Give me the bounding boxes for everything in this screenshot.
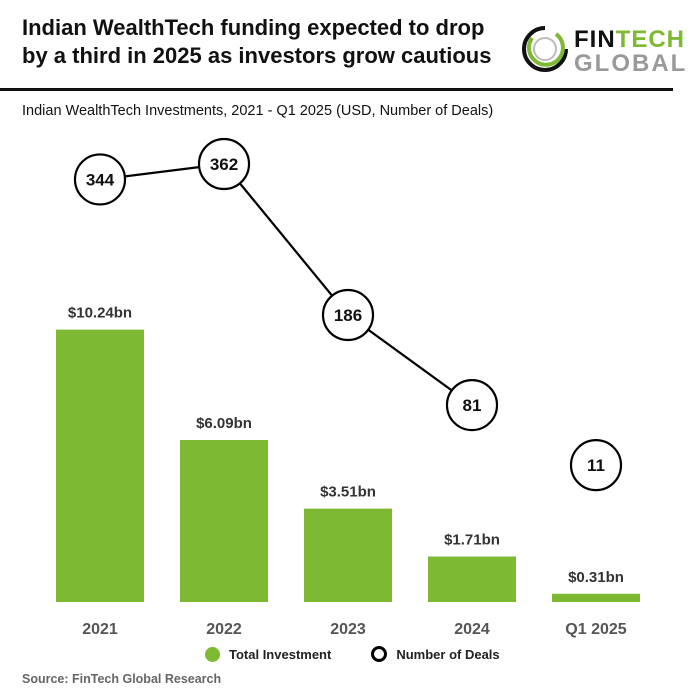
deals-label: 344	[86, 170, 115, 189]
bar-2023	[304, 508, 392, 602]
logo-text-top: FINTECH	[574, 26, 686, 53]
x-tick-label: 2021	[82, 621, 118, 638]
deals-marker	[569, 439, 623, 492]
bar-2024	[428, 556, 516, 602]
bar-label: $1.71bn	[444, 532, 500, 549]
x-tick-label: 2022	[206, 621, 242, 638]
deals-marker	[73, 153, 127, 206]
deals-marker	[197, 137, 251, 191]
x-tick-label: Q1 2025	[565, 621, 626, 638]
deals-marker	[445, 379, 499, 432]
legend: Total Investment Number of Deals	[205, 646, 500, 662]
deals-line-segment	[223, 163, 349, 316]
title-line-2: by a third in 2025 as investors grow cau…	[22, 43, 492, 68]
bar-label: $6.09bn	[196, 415, 252, 432]
header-divider	[0, 88, 673, 91]
bar-label: $3.51bn	[320, 484, 376, 501]
deals-label: 11	[587, 456, 605, 475]
deals-label: 362	[210, 155, 238, 174]
legend-bar-swatch	[205, 646, 220, 662]
legend-total-investment: Total Investment	[229, 646, 332, 662]
bar-label: $0.31bn	[568, 569, 624, 586]
deals-label: 186	[334, 306, 362, 325]
title-line-1: Indian WealthTech funding expected to dr…	[22, 15, 485, 40]
deals-marker	[321, 288, 375, 342]
page-title: Indian WealthTech funding expected to dr…	[22, 14, 491, 70]
legend-circle-swatch	[371, 646, 388, 662]
source-note: Source: FinTech Global Research	[22, 672, 222, 686]
bar-2021	[56, 329, 144, 602]
fintech-global-logo: FINTECH GLOBAL	[520, 24, 685, 77]
logo-ring-icon	[522, 26, 568, 72]
chart-title: Indian WealthTech Investments, 2021 - Q1…	[22, 103, 494, 119]
x-tick-label: 2024	[454, 621, 490, 638]
logo-text-bottom: GLOBAL	[574, 50, 688, 77]
deals-label: 81	[463, 396, 482, 415]
bar-Q1 2025	[552, 593, 640, 602]
x-tick-label: 2023	[330, 621, 366, 638]
legend-number-of-deals: Number of Deals	[396, 646, 500, 662]
bar-label: $10.24bn	[68, 305, 132, 322]
bar-2022	[180, 440, 268, 602]
